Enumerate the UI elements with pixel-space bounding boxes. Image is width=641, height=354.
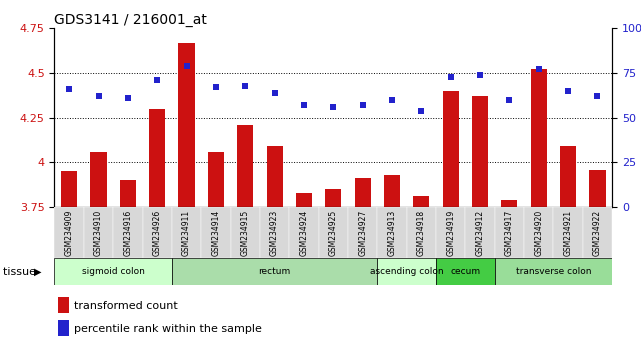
Bar bbox=[495, 207, 524, 258]
Bar bbox=[583, 207, 612, 258]
Text: GSM234912: GSM234912 bbox=[476, 210, 485, 256]
Bar bbox=[178, 42, 195, 207]
Bar bbox=[54, 258, 172, 285]
Bar bbox=[61, 171, 77, 207]
Text: GSM234919: GSM234919 bbox=[446, 210, 455, 256]
Point bbox=[504, 97, 515, 103]
Text: ascending colon: ascending colon bbox=[370, 267, 444, 276]
Text: tissue: tissue bbox=[3, 267, 40, 277]
Point bbox=[269, 90, 279, 96]
Text: percentile rank within the sample: percentile rank within the sample bbox=[74, 324, 262, 333]
Point bbox=[211, 85, 221, 90]
Bar bbox=[436, 258, 495, 285]
Point bbox=[358, 102, 368, 108]
Point bbox=[416, 108, 426, 113]
Text: GSM234910: GSM234910 bbox=[94, 210, 103, 256]
Text: GDS3141 / 216001_at: GDS3141 / 216001_at bbox=[54, 13, 207, 27]
Bar bbox=[172, 207, 201, 258]
Point bbox=[152, 77, 162, 83]
Text: GSM234911: GSM234911 bbox=[182, 210, 191, 256]
Point bbox=[299, 102, 309, 108]
Text: GSM234909: GSM234909 bbox=[65, 210, 74, 256]
Bar bbox=[231, 207, 260, 258]
Bar bbox=[54, 207, 84, 258]
Bar bbox=[84, 207, 113, 258]
Bar bbox=[443, 91, 459, 207]
Point bbox=[534, 67, 544, 72]
Bar bbox=[524, 207, 553, 258]
Bar bbox=[553, 207, 583, 258]
Text: GSM234915: GSM234915 bbox=[241, 210, 250, 256]
Bar bbox=[384, 175, 400, 207]
Point bbox=[592, 93, 603, 99]
Bar bbox=[354, 178, 370, 207]
Text: GSM234923: GSM234923 bbox=[270, 210, 279, 256]
Text: GSM234922: GSM234922 bbox=[593, 210, 602, 256]
Bar bbox=[142, 207, 172, 258]
Bar bbox=[495, 258, 612, 285]
Text: sigmoid colon: sigmoid colon bbox=[82, 267, 145, 276]
Bar bbox=[90, 152, 106, 207]
Bar bbox=[560, 146, 576, 207]
Text: GSM234920: GSM234920 bbox=[535, 210, 544, 256]
Text: GSM234921: GSM234921 bbox=[563, 210, 572, 256]
Bar bbox=[260, 207, 289, 258]
Text: GSM234927: GSM234927 bbox=[358, 210, 367, 256]
Point bbox=[563, 88, 573, 94]
Bar bbox=[120, 180, 136, 207]
Text: cecum: cecum bbox=[451, 267, 481, 276]
Bar bbox=[149, 109, 165, 207]
Bar bbox=[289, 207, 319, 258]
Bar bbox=[501, 200, 517, 207]
Text: GSM234916: GSM234916 bbox=[123, 210, 132, 256]
Bar bbox=[296, 193, 312, 207]
Point bbox=[181, 63, 192, 69]
Bar bbox=[378, 207, 406, 258]
Point bbox=[475, 72, 485, 78]
Bar bbox=[465, 207, 495, 258]
Point bbox=[387, 97, 397, 103]
Text: transformed count: transformed count bbox=[74, 301, 178, 310]
Bar bbox=[113, 207, 142, 258]
Bar bbox=[325, 189, 342, 207]
Bar bbox=[237, 125, 253, 207]
Bar bbox=[406, 207, 436, 258]
Text: GSM234918: GSM234918 bbox=[417, 210, 426, 256]
Bar bbox=[348, 207, 378, 258]
Text: GSM234924: GSM234924 bbox=[299, 210, 308, 256]
Bar bbox=[590, 170, 606, 207]
Bar bbox=[201, 207, 231, 258]
Text: transverse colon: transverse colon bbox=[516, 267, 591, 276]
Point bbox=[328, 104, 338, 110]
Text: GSM234913: GSM234913 bbox=[388, 210, 397, 256]
Text: GSM234925: GSM234925 bbox=[329, 210, 338, 256]
Bar bbox=[208, 152, 224, 207]
Text: rectum: rectum bbox=[258, 267, 291, 276]
Text: GSM234926: GSM234926 bbox=[153, 210, 162, 256]
Bar bbox=[319, 207, 348, 258]
Point bbox=[64, 86, 74, 92]
Bar bbox=[378, 258, 436, 285]
Text: GSM234914: GSM234914 bbox=[212, 210, 221, 256]
Bar bbox=[472, 96, 488, 207]
Text: ▶: ▶ bbox=[34, 267, 42, 277]
Point bbox=[94, 93, 104, 99]
Bar bbox=[172, 258, 378, 285]
Bar bbox=[436, 207, 465, 258]
Bar bbox=[531, 69, 547, 207]
Bar bbox=[267, 146, 283, 207]
Point bbox=[240, 83, 251, 88]
Bar bbox=[413, 196, 429, 207]
Text: GSM234917: GSM234917 bbox=[505, 210, 514, 256]
Point bbox=[122, 95, 133, 101]
Point bbox=[445, 74, 456, 79]
